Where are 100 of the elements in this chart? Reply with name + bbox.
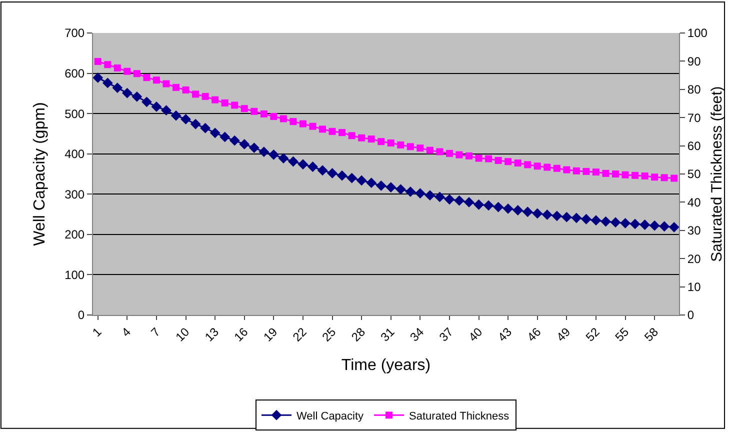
point [221,99,228,106]
point [210,128,220,138]
point [248,142,260,154]
x-tick-label: 10 [172,324,192,344]
point [298,159,308,170]
point [338,129,346,136]
x-tick-label: 13 [202,324,222,344]
point [240,105,248,112]
point [522,206,533,218]
point [104,61,112,68]
y-tick-label: 500 [64,106,85,121]
point [124,68,131,75]
point [220,132,230,142]
point [602,170,610,177]
point [483,200,494,211]
point [239,138,250,150]
x-tick-label: 40 [466,324,486,344]
x-tick-label: 52 [583,324,603,344]
point [494,156,502,164]
point [622,171,629,178]
point [493,202,504,212]
x-tick-label: 1 [90,324,104,340]
point [250,108,258,115]
x-tick-label: 34 [407,324,427,344]
point [308,162,318,172]
point [356,175,367,186]
y2-tick-label: 20 [687,252,702,266]
point [571,212,582,224]
y2-tick-label: 90 [687,54,702,68]
point [387,139,394,146]
y-tick-label: 400 [64,147,85,162]
point [348,132,356,140]
point [553,164,560,172]
x-axis-title: Time (years) [341,356,431,374]
point [592,168,600,176]
point [395,184,406,195]
point [366,178,377,188]
point [386,182,396,192]
point [288,156,298,167]
point [414,188,426,199]
point [92,72,104,83]
point [328,128,336,135]
point [368,136,375,143]
point [319,126,326,133]
y2-tick-label: 30 [687,224,702,238]
legend-label: Saturated Thickness [409,410,510,422]
point [466,152,473,160]
point [651,174,658,181]
point [122,88,132,98]
point [552,210,562,222]
y-tick-label: 700 [64,26,85,40]
point [612,170,620,178]
point [630,218,640,230]
point [327,168,338,178]
point [290,118,297,126]
point [229,135,240,146]
point [142,96,152,108]
x-tick-label: 7 [148,324,164,340]
point [534,162,541,170]
point [475,154,482,162]
point [270,112,278,120]
point [376,180,386,191]
point [231,102,238,109]
point [278,153,289,164]
point [212,96,219,104]
point [346,172,358,184]
point [112,82,123,93]
point [456,151,463,158]
point [514,160,522,166]
point [172,84,180,91]
point [405,186,416,197]
point [474,199,484,210]
point [632,172,639,179]
x-tick-label: 46 [524,324,544,344]
point [416,144,424,152]
point [485,155,492,162]
point [561,212,572,222]
point [464,197,474,208]
point [152,76,160,84]
point [143,74,150,82]
point [649,220,660,231]
point [590,215,602,226]
y2-tick-label: 10 [687,280,702,294]
y2-tick-label: 0 [687,308,694,322]
point [317,165,328,176]
point [640,220,650,230]
x-tick-label: 49 [554,324,574,344]
x-tick-label: 25 [319,324,339,344]
y2-tick-label: 40 [687,195,702,210]
y2-tick-label: 50 [687,167,702,182]
y2-axis-title: Saturated Thickness (feet) [708,86,726,262]
x-tick-label: 4 [118,324,134,340]
point [600,216,611,227]
x-tick-label: 19 [260,324,280,344]
point [512,205,524,216]
point [660,174,668,182]
point [268,149,279,160]
point [180,114,191,124]
y-tick-label: 200 [64,228,85,242]
point [659,221,670,232]
